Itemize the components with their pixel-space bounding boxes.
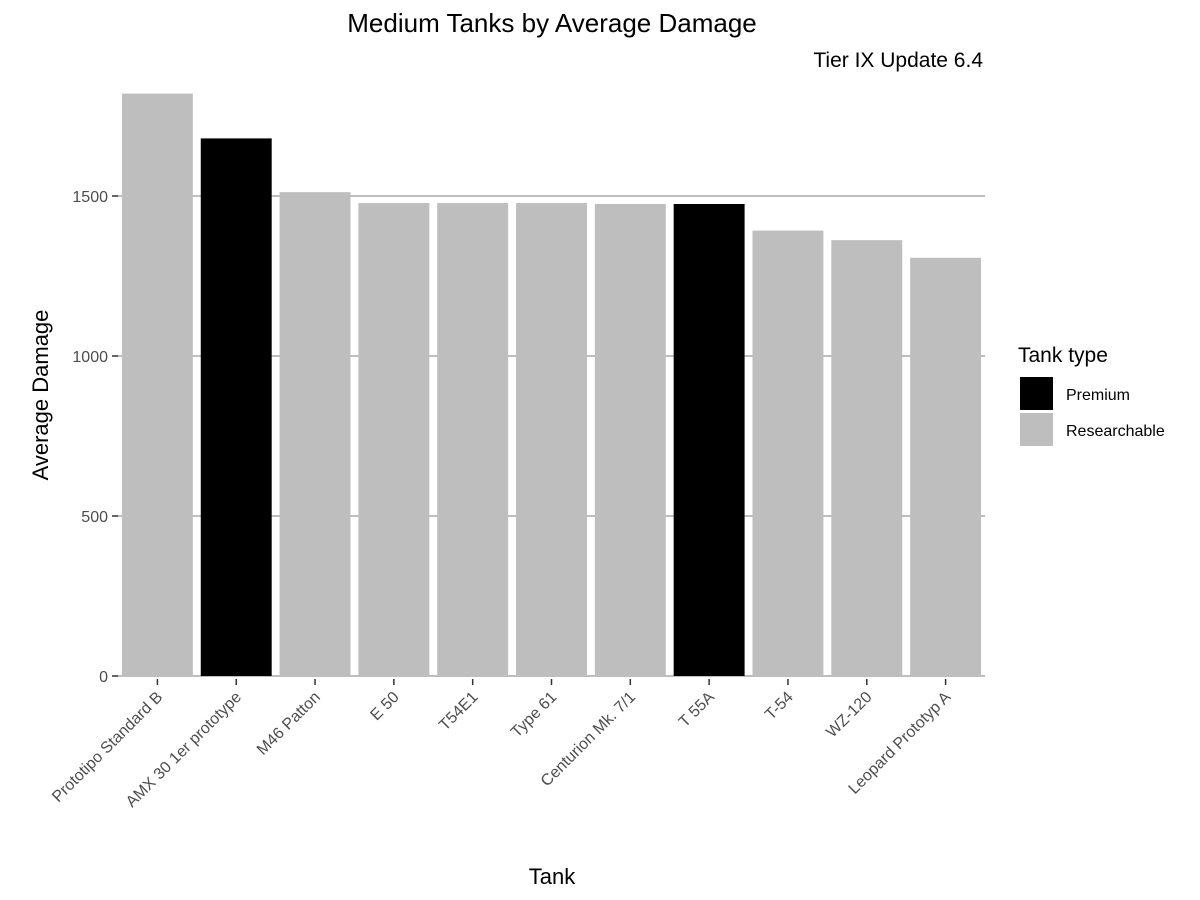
y-axis-title: Average Damage (28, 310, 53, 481)
x-tick-label: Type 61 (508, 689, 560, 741)
bar (200, 138, 272, 676)
bar (516, 203, 587, 677)
x-tick-label: M46 Patton (254, 689, 324, 759)
legend-title: Tank type (1018, 344, 1108, 367)
legend-label: Researchable (1066, 423, 1165, 440)
bars (121, 93, 982, 677)
bar (752, 230, 824, 676)
bar (594, 204, 666, 676)
legend-key (1020, 413, 1053, 446)
bar (279, 192, 351, 676)
y-tick-label: 0 (99, 669, 108, 686)
legend-label: Premium (1066, 387, 1130, 404)
bar (358, 203, 430, 677)
legend-key (1020, 377, 1053, 410)
y-tick-label: 1000 (72, 349, 108, 366)
legend: Tank type Premium Researchable (1018, 344, 1165, 446)
x-tick-label: E 50 (367, 689, 402, 724)
y-tick-label: 1500 (72, 189, 108, 206)
x-tick-label: T54E1 (436, 689, 481, 734)
bar (910, 257, 982, 676)
bar (121, 93, 193, 677)
y-tick-label: 500 (81, 509, 108, 526)
chart-title: Medium Tanks by Average Damage (347, 8, 757, 38)
chart-subtitle: Tier IX Update 6.4 (813, 49, 983, 72)
x-tick-label: T-54 (762, 689, 797, 724)
bar (673, 204, 745, 676)
legend-entries: Premium Researchable (1020, 377, 1165, 446)
y-axis: 0 500 1000 1500 (72, 189, 118, 686)
x-axis-title: Tank (529, 864, 576, 889)
bar (437, 203, 509, 677)
x-tick-label: T 55A (676, 689, 718, 731)
x-tick-label: WZ-120 (823, 689, 875, 741)
bar (831, 240, 903, 676)
